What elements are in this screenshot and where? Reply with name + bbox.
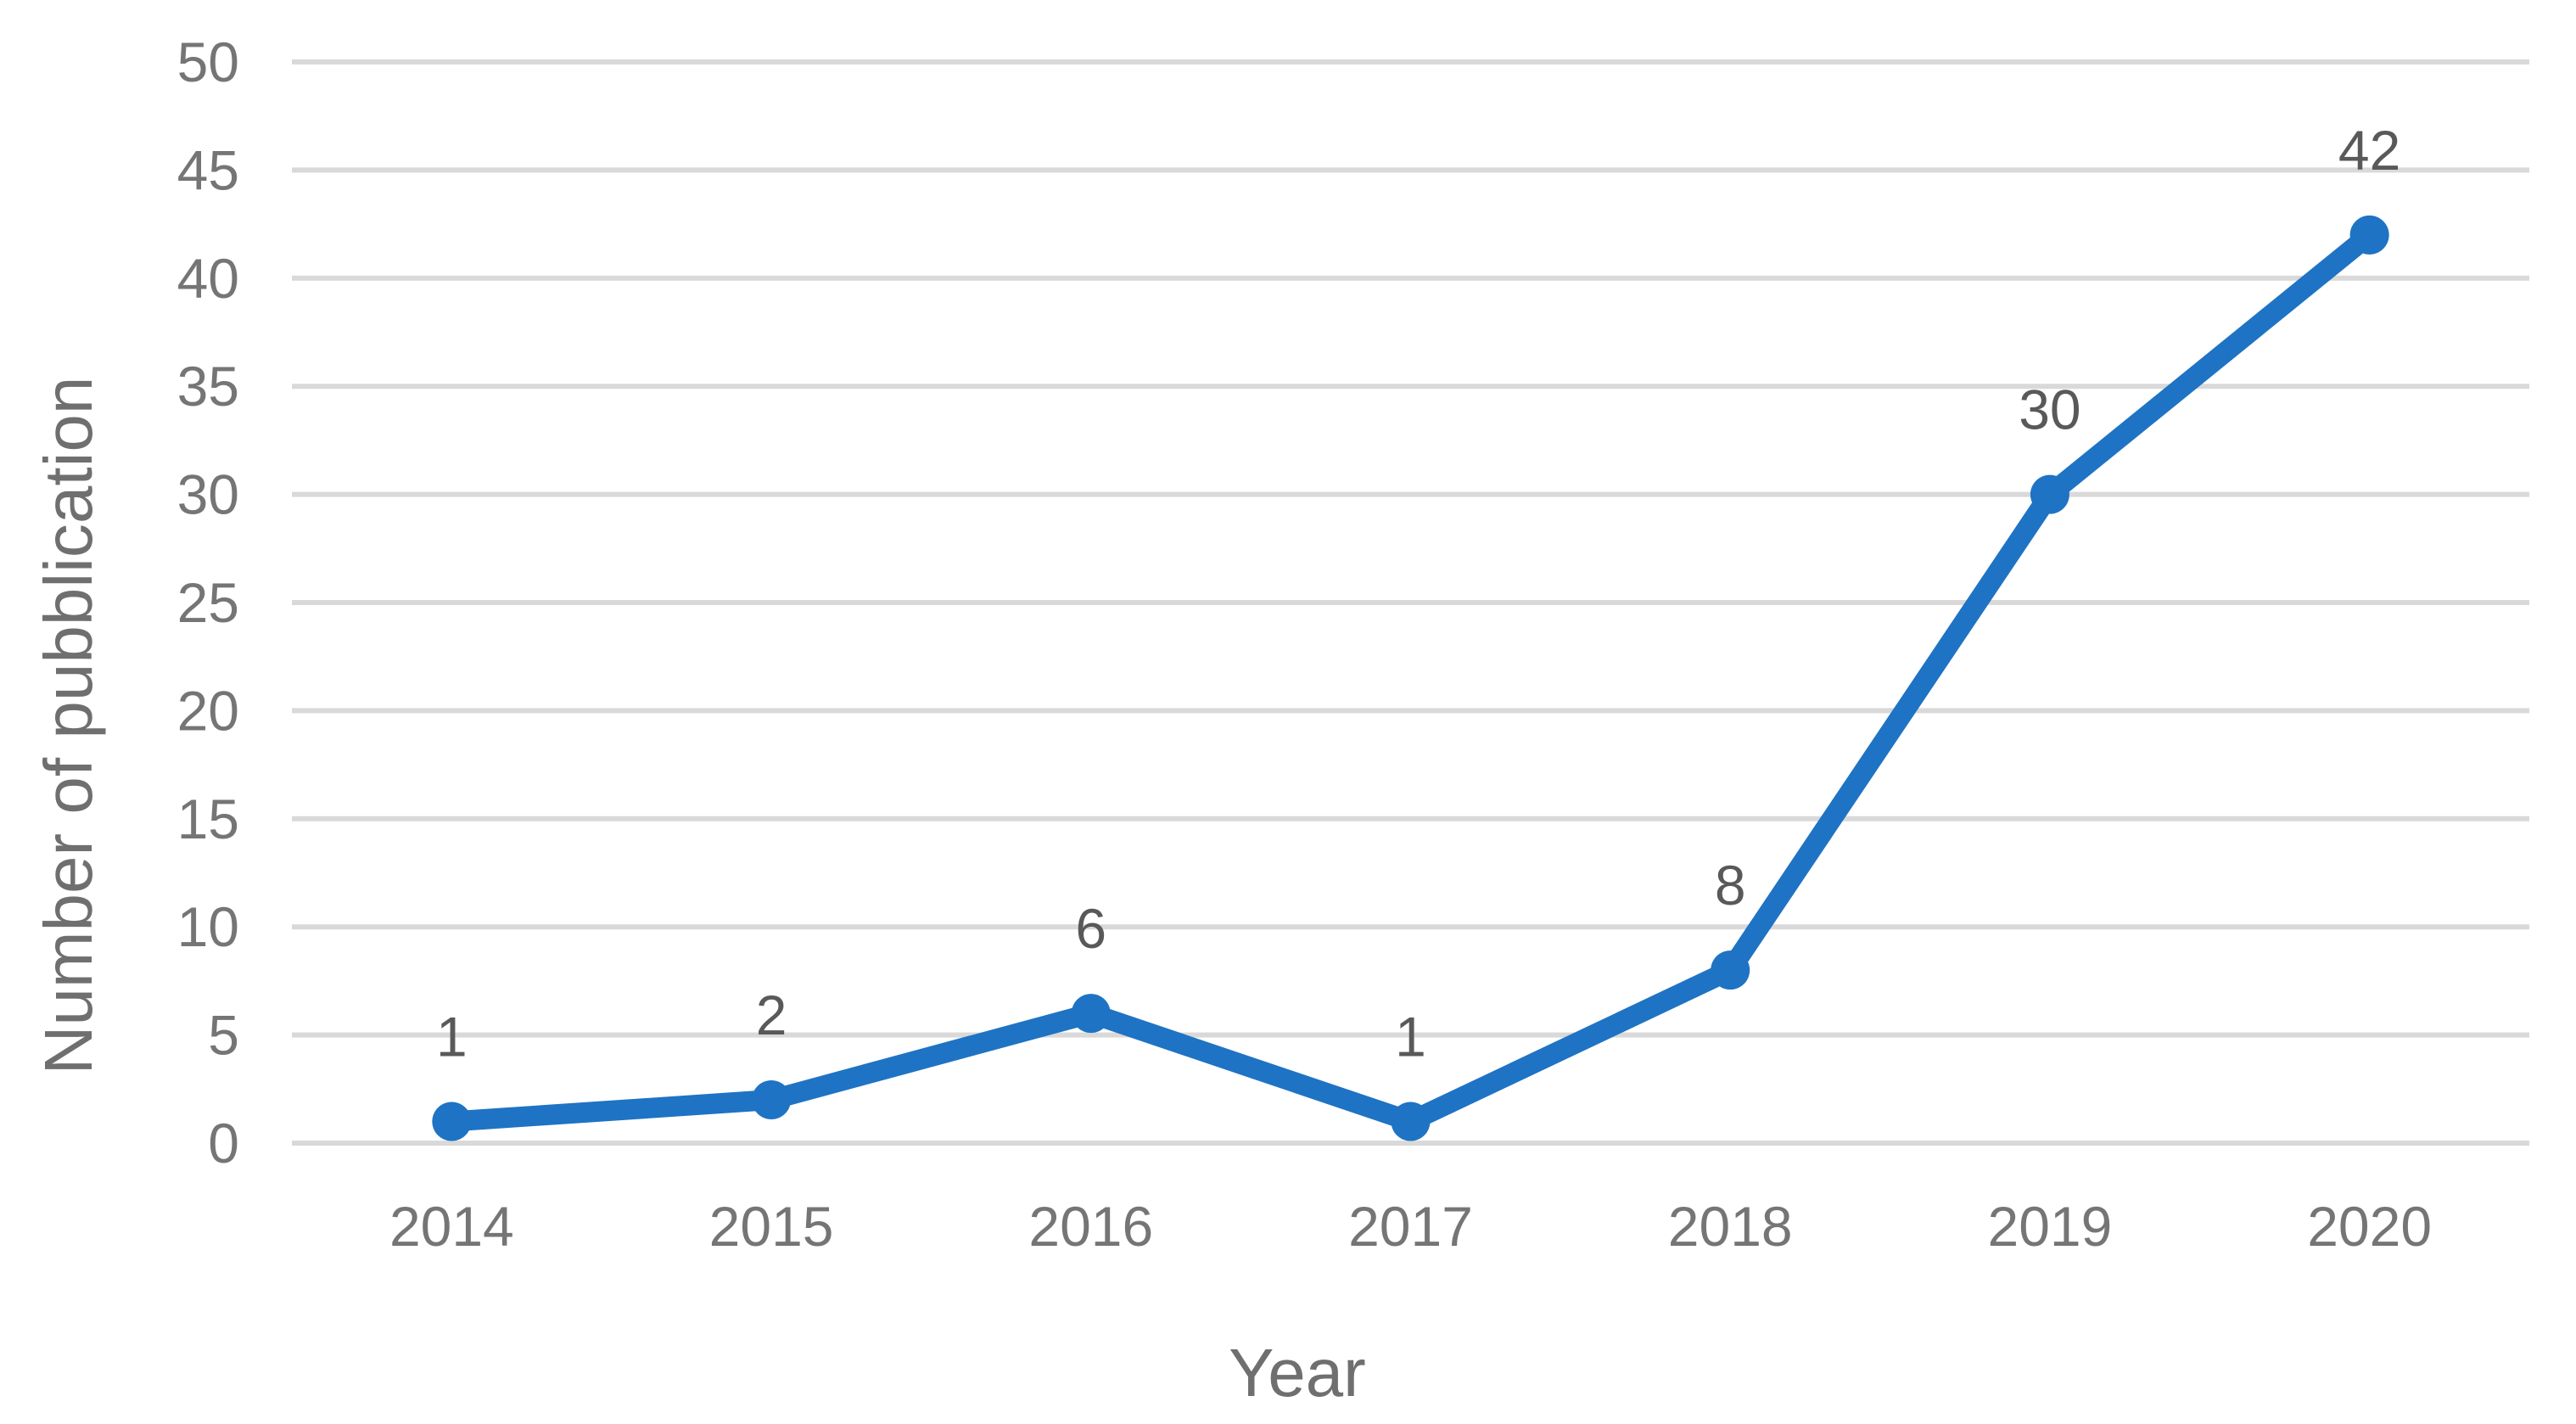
y-tick-label: 10 (177, 895, 239, 958)
y-tick-label: 50 (177, 31, 239, 93)
data-point-marker (1071, 994, 1111, 1034)
data-label: 1 (1395, 1006, 1426, 1068)
data-label: 8 (1715, 854, 1746, 917)
y-tick-label: 30 (177, 463, 239, 526)
x-tick-label: 2018 (1668, 1195, 1793, 1258)
gridlines (292, 59, 2529, 1146)
data-point-marker (752, 1080, 792, 1120)
series-line (441, 224, 2380, 1132)
y-tick-label: 45 (177, 138, 239, 201)
y-tick-label: 0 (208, 1112, 239, 1175)
data-point-marker (2030, 474, 2069, 514)
data-point-marker (1391, 1102, 1431, 1141)
y-tick-label: 35 (177, 355, 239, 418)
data-label: 1 (436, 1006, 468, 1068)
data-label: 6 (1075, 897, 1106, 960)
data-label: 30 (2019, 378, 2080, 441)
series-publications (432, 215, 2389, 1141)
x-axis-title: Year (1229, 1335, 1366, 1410)
x-tick-label: 2015 (709, 1195, 834, 1258)
y-tick-label: 5 (208, 1004, 239, 1067)
data-label: 42 (2338, 119, 2400, 182)
x-tick-label: 2016 (1028, 1195, 1153, 1258)
data-label: 2 (756, 984, 787, 1046)
y-tick-label: 20 (177, 679, 239, 742)
x-tick-label: 2020 (2307, 1195, 2432, 1258)
x-axis-tick-labels: 2014 2015 2016 2017 2018 2019 2020 (389, 1195, 2432, 1258)
data-point-marker (2349, 215, 2389, 255)
x-tick-label: 2019 (1988, 1195, 2113, 1258)
data-point-marker (432, 1102, 472, 1141)
data-point-marker (1711, 950, 1750, 990)
y-axis-tick-labels: 0 5 10 15 20 25 30 35 40 45 50 (177, 31, 239, 1175)
y-tick-label: 15 (177, 788, 239, 850)
y-tick-label: 40 (177, 247, 239, 310)
x-tick-label: 2014 (389, 1195, 514, 1258)
y-tick-label: 25 (177, 571, 239, 634)
y-axis-title: Number of pubblication (31, 377, 106, 1075)
x-tick-label: 2017 (1348, 1195, 1473, 1258)
